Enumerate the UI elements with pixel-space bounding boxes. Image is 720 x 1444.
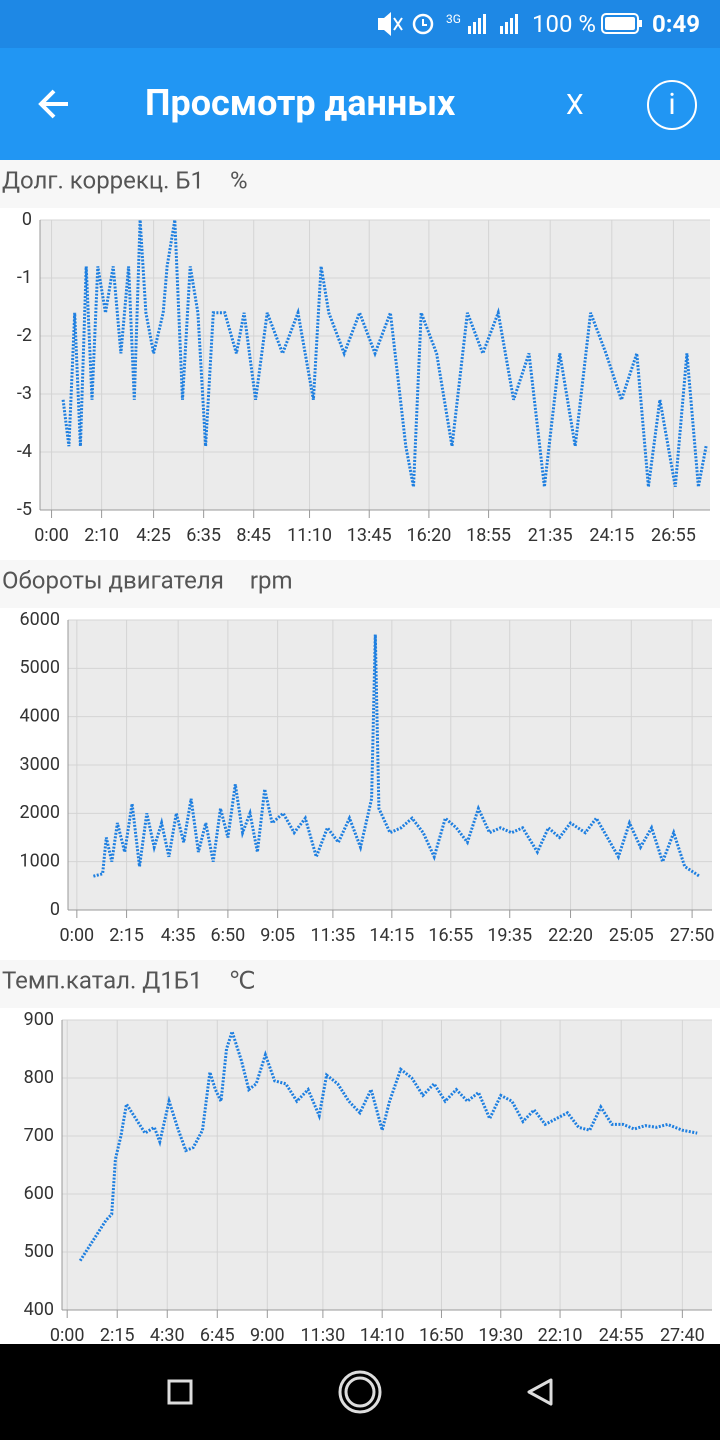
y-tick-label: 6000 [20, 609, 60, 630]
chart-panel: Темп.катал. Д1Б1 ℃ 400 500 600 700 800 900 0:00 2… [0, 960, 720, 1344]
y-tick-label: -2 [17, 325, 32, 346]
y-tick-label: 600 [24, 1183, 54, 1204]
x-tick-label: 4:25 [136, 525, 171, 546]
x-tick-label: 6:45 [200, 1325, 235, 1344]
x-tick-label: 27:50 [670, 925, 715, 946]
charts: Долг. коррекц. Б1 % -5 -4 -3 -2 -1 0 0:00 2:10 4:2… [0, 160, 720, 1344]
screen-title: Просмотр данных [145, 82, 456, 124]
x-tick-label: 11:35 [310, 925, 355, 946]
y-tick-label: 900 [24, 1009, 54, 1030]
y-tick-label: 800 [24, 1067, 54, 1088]
x-tick-label: 16:50 [419, 1325, 464, 1344]
chart-title: Обороты двигателя [2, 566, 224, 594]
chart-header [0, 960, 720, 1008]
network-type: 3G [446, 12, 461, 26]
y-tick-label: 0 [50, 899, 60, 920]
back-button[interactable] [32, 80, 80, 128]
x-tick-label: 11:10 [287, 525, 332, 546]
chart-unit: rpm [250, 566, 293, 594]
x-tick-label: 21:35 [528, 525, 573, 546]
x-tick-label: 22:10 [538, 1325, 583, 1344]
x-tick-label: 19:30 [478, 1325, 523, 1344]
y-tick-label: 5000 [20, 657, 60, 678]
chart-title: Темп.катал. Д1Б1 [2, 966, 202, 994]
data-line [61, 219, 708, 488]
y-tick-label: -4 [17, 441, 32, 462]
x-tick-label: 0:00 [59, 925, 94, 946]
x-tick-label: 0:00 [50, 1325, 85, 1344]
x-tick-label: 14:15 [369, 925, 414, 946]
y-tick-label: 0 [22, 209, 32, 230]
nav-buttons [167, 1370, 553, 1414]
y-tick-label: -1 [17, 267, 32, 288]
x-tick-label: 4:30 [150, 1325, 185, 1344]
chart-panel: Обороты двигателя rpm 0 1000 2000 3000 4000 500… [0, 560, 720, 946]
x-tick-label: 19:35 [487, 925, 532, 946]
close-button[interactable]: X [566, 88, 584, 121]
navigation-bar [0, 1344, 720, 1440]
plot-area [62, 1020, 712, 1310]
x-tick-label: 2:10 [84, 525, 119, 546]
x-tick-label: 16:20 [406, 525, 451, 546]
x-tick-label: 6:35 [186, 525, 221, 546]
x-tick-label: 24:55 [599, 1325, 644, 1344]
battery-icon [601, 13, 642, 34]
y-tick-label: 700 [24, 1125, 54, 1146]
x-tick-label: 14:10 [360, 1325, 405, 1344]
x-tick-label: 26:55 [651, 525, 696, 546]
y-tick-label: -3 [17, 383, 32, 404]
signal-icons [468, 14, 518, 34]
y-tick-label: 2000 [20, 802, 60, 823]
x-tick-label: 2:15 [109, 925, 144, 946]
chart-title: Долг. коррекц. Б1 [2, 166, 204, 194]
chart-panel: Долг. коррекц. Б1 % -5 -4 -3 -2 -1 0 0:00 2:10 4:2… [0, 160, 720, 546]
x-tick-label: 0:00 [34, 525, 69, 546]
y-tick-label: 3000 [20, 754, 60, 775]
x-tick-label: 2:15 [100, 1325, 135, 1344]
x-tick-label: 13:45 [347, 525, 392, 546]
y-tick-label: 4000 [20, 705, 60, 726]
clock: 0:49 [652, 10, 701, 38]
x-tick-label: 6:50 [211, 925, 246, 946]
chart-header [0, 560, 720, 608]
status-bar: 3G 100 % 0:49 [0, 0, 720, 48]
x-tick-label: 9:00 [250, 1325, 285, 1344]
x-tick-label: 16:55 [428, 925, 473, 946]
status-icons [378, 12, 434, 36]
plot-area [40, 220, 710, 510]
x-tick-label: 9:05 [260, 925, 295, 946]
x-tick-label: 11:30 [300, 1325, 345, 1344]
chart-unit: ℃ [228, 966, 255, 994]
battery-level: 100 % [532, 10, 596, 38]
data-line [93, 634, 701, 878]
x-tick-label: 24:15 [589, 525, 634, 546]
info-button[interactable]: i [647, 80, 697, 130]
x-tick-label: 4:35 [161, 925, 196, 946]
recents-button[interactable] [167, 1379, 193, 1405]
back-nav-button[interactable] [527, 1378, 553, 1406]
chart-header [0, 160, 720, 208]
y-tick-label: -5 [17, 499, 32, 520]
x-tick-label: 27:40 [660, 1325, 705, 1344]
app-bar: Просмотр данных X i [0, 48, 720, 160]
y-tick-label: 1000 [20, 850, 60, 871]
y-tick-label: 500 [24, 1241, 54, 1262]
home-button[interactable] [338, 1370, 382, 1414]
chart-unit: % [230, 166, 248, 194]
x-tick-label: 22:20 [548, 925, 593, 946]
x-tick-label: 25:05 [609, 925, 654, 946]
data-line [78, 1026, 698, 1262]
x-tick-label: 18:55 [466, 525, 511, 546]
x-tick-label: 8:45 [236, 525, 271, 546]
y-tick-label: 400 [24, 1299, 54, 1320]
